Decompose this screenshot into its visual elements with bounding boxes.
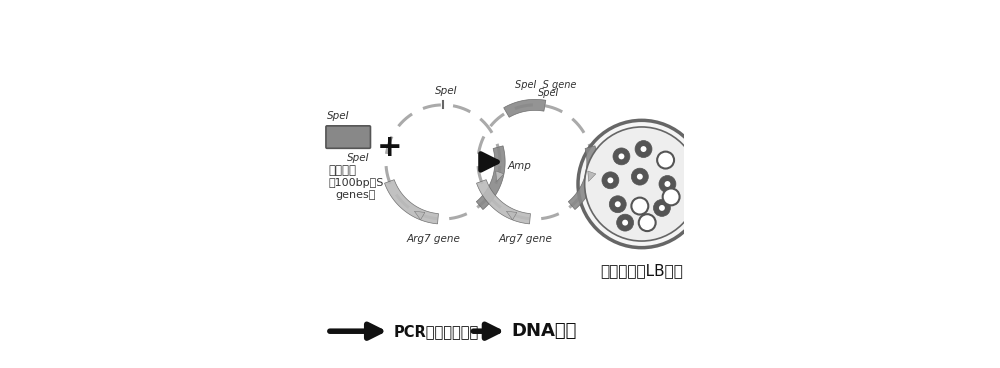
Text: Arg7 gene: Arg7 gene	[499, 234, 553, 244]
Text: 目的基因: 目的基因	[329, 164, 357, 177]
Text: SpeI  S gene: SpeI S gene	[515, 80, 576, 90]
Polygon shape	[496, 171, 504, 181]
Polygon shape	[476, 146, 505, 209]
Circle shape	[637, 174, 643, 180]
Circle shape	[641, 146, 646, 152]
Circle shape	[659, 176, 676, 192]
Polygon shape	[477, 180, 530, 224]
Text: genes）: genes）	[335, 190, 376, 199]
Circle shape	[631, 198, 648, 215]
Text: 含有氨苉的LB平板: 含有氨苉的LB平板	[600, 263, 683, 278]
Circle shape	[657, 152, 674, 169]
Circle shape	[613, 148, 630, 165]
Text: Amp: Amp	[599, 160, 622, 171]
Circle shape	[664, 181, 670, 187]
Circle shape	[585, 127, 699, 241]
Circle shape	[615, 201, 621, 207]
Text: PCR鉴定正确克隆: PCR鉴定正确克隆	[393, 324, 479, 339]
Circle shape	[659, 205, 665, 211]
Circle shape	[602, 172, 619, 189]
Circle shape	[631, 168, 648, 185]
Text: SpeI: SpeI	[327, 112, 350, 121]
Polygon shape	[568, 146, 597, 209]
Polygon shape	[504, 99, 546, 117]
Circle shape	[609, 196, 626, 213]
Circle shape	[639, 214, 656, 231]
Circle shape	[607, 177, 613, 183]
Polygon shape	[385, 180, 438, 224]
Circle shape	[622, 220, 628, 226]
Text: （100bp，S: （100bp，S	[329, 178, 384, 188]
Text: +: +	[377, 133, 402, 162]
Circle shape	[617, 214, 634, 231]
Text: SpeI: SpeI	[347, 153, 369, 163]
Polygon shape	[414, 211, 425, 220]
Text: SpeI: SpeI	[538, 88, 559, 98]
Circle shape	[635, 141, 652, 158]
Text: Arg7 gene: Arg7 gene	[407, 234, 461, 244]
Circle shape	[618, 153, 624, 159]
Polygon shape	[588, 171, 596, 181]
Text: Amp: Amp	[507, 160, 531, 171]
Circle shape	[663, 188, 680, 205]
Circle shape	[578, 120, 705, 248]
Text: DNA测序: DNA测序	[511, 322, 576, 340]
Polygon shape	[506, 211, 517, 220]
Text: SpeI: SpeI	[435, 86, 457, 96]
Circle shape	[653, 199, 670, 216]
FancyBboxPatch shape	[326, 126, 370, 148]
